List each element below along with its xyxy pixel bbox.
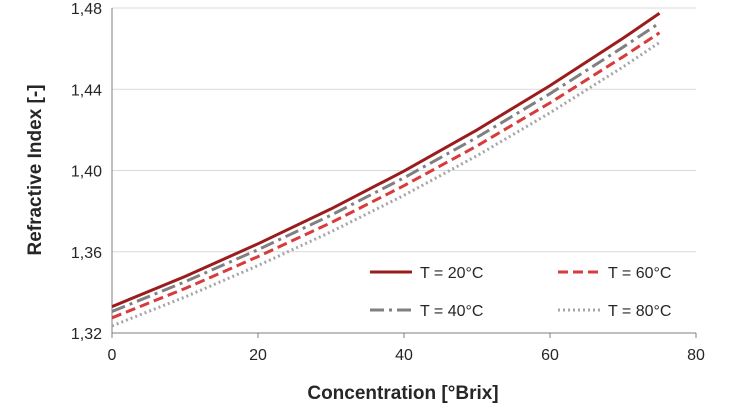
- y-tick-label: 1,32: [71, 326, 102, 343]
- y-tick-label: 1,36: [71, 245, 102, 262]
- axis-layer: 1,32 1,36 1,40 1,44 1,48 0 20 40 60 80: [71, 1, 705, 364]
- legend: T = 20°C T = 40°C T = 60°C T = 80°C: [370, 265, 671, 320]
- x-tick-label: 0: [108, 347, 117, 364]
- legend-label: T = 40°C: [420, 303, 483, 320]
- y-axis-title: Refractive Index [-]: [25, 84, 46, 255]
- x-axis-title: Concentration [°Brix]: [307, 383, 498, 404]
- x-tick-label: 80: [687, 347, 705, 364]
- x-tick-label: 20: [249, 347, 267, 364]
- series-line-4: [111, 41, 661, 328]
- y-tick-label: 1,44: [71, 82, 102, 99]
- x-tick-label: 60: [541, 347, 559, 364]
- x-tick-label: 40: [395, 347, 413, 364]
- series-line-2: [111, 21, 661, 313]
- y-tick-label: 1,40: [71, 164, 102, 181]
- series-layer: [111, 12, 661, 328]
- series-line-3: [111, 31, 661, 320]
- legend-label: T = 20°C: [420, 265, 483, 282]
- y-tick-label: 1,48: [71, 1, 102, 18]
- legend-label: T = 60°C: [608, 265, 671, 282]
- legend-label: T = 80°C: [608, 303, 671, 320]
- series-line-1: [111, 12, 661, 308]
